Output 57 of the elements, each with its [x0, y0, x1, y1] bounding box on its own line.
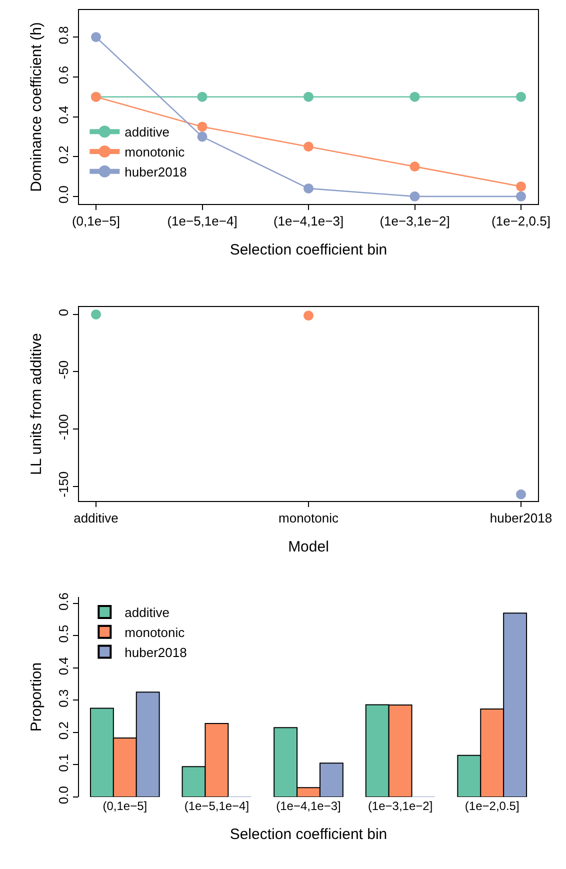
point — [91, 32, 101, 42]
legend-label: huber2018 — [124, 644, 187, 660]
point — [516, 489, 526, 500]
y-tick-label: 0.4 — [56, 656, 71, 676]
x-tick-label: (1e−4,1e−3] — [273, 214, 344, 229]
point — [304, 183, 314, 194]
point — [516, 181, 526, 192]
x-tick-label: (1e−2,0.5] — [464, 799, 520, 813]
point — [410, 191, 420, 202]
y-tick-label: 0.6 — [56, 592, 71, 611]
y-tick-label: 0.1 — [56, 754, 71, 772]
y-tick-label: 0 — [56, 308, 71, 316]
x-tick-label: additive — [74, 510, 118, 526]
y-tick-label: 0.4 — [56, 106, 71, 124]
y-tick-label: -100 — [56, 414, 71, 440]
y-tick-label: -150 — [56, 471, 71, 498]
x-tick-label: (1e−4,1e−3] — [276, 799, 341, 813]
x-tick-label: (1e−2,0.5] — [492, 214, 550, 229]
x-axis-title: Selection coefficient bin — [230, 242, 388, 259]
y-tick-label: 0.2 — [56, 721, 71, 740]
legend-label: additive — [124, 124, 170, 140]
x-tick-label: (1e−3,1e−2] — [368, 799, 433, 813]
point — [304, 310, 314, 321]
x-tick-label: (1e−3,1e−2] — [380, 214, 450, 229]
legend-label: monotonic — [124, 144, 186, 160]
x-tick-label: (0,1e−5] — [102, 799, 148, 813]
x-tick-label: (1e−5,1e−4] — [167, 214, 238, 229]
point — [410, 92, 420, 102]
y-tick-label: 0.0 — [56, 185, 71, 204]
legend-label: additive — [124, 605, 170, 620]
x-tick-label: (0,1e−5] — [72, 214, 120, 229]
point — [197, 122, 208, 132]
x-axis-title: Model — [288, 538, 329, 556]
point — [304, 92, 314, 102]
y-tick-label: 0.6 — [56, 66, 71, 84]
y-tick-label: -50 — [56, 360, 71, 380]
x-tick-label: (1e−5,1e−4] — [184, 799, 250, 813]
point — [197, 132, 208, 142]
y-tick-label: 0.8 — [56, 26, 71, 44]
legend-label: monotonic — [124, 624, 186, 640]
x-axis-title: Selection coefficient bin — [230, 826, 388, 843]
y-tick-label: 0.2 — [56, 146, 71, 164]
y-axis-title: LL units from additive — [28, 332, 46, 476]
x-tick-label: monotonic — [278, 510, 339, 526]
y-axis-title: Dominance coefficient (h) — [28, 22, 46, 192]
point — [410, 162, 420, 172]
x-tick-label: huber2018 — [490, 510, 552, 526]
point — [197, 92, 208, 102]
point — [304, 142, 314, 152]
point — [516, 191, 526, 202]
legend-label: huber2018 — [124, 164, 187, 180]
point — [91, 309, 101, 320]
y-axis-title: Proportion — [28, 662, 46, 732]
y-tick-label: 0.5 — [56, 624, 71, 643]
y-tick-label: 0.3 — [56, 689, 71, 708]
point — [516, 92, 526, 102]
y-tick-label: 0.0 — [56, 786, 71, 804]
